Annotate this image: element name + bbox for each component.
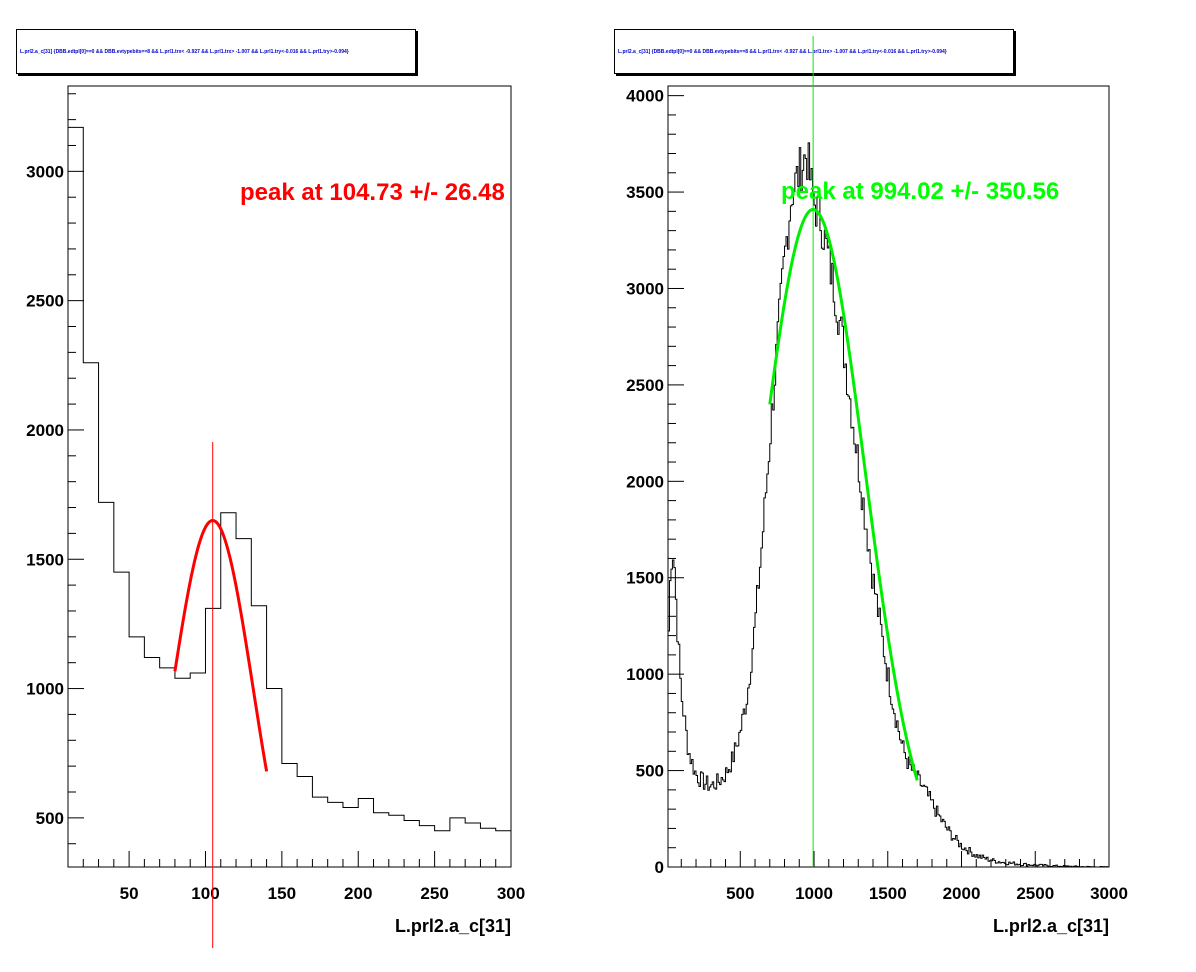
y-tick-label: 4000 [626,87,664,106]
y-tick-label: 1500 [26,550,64,569]
x-tick-label: 150 [268,884,296,903]
x-tick-label: 2500 [1016,884,1054,903]
y-tick-label: 1500 [626,569,664,588]
histogram-line [67,126,511,867]
x-tick-label: 250 [420,884,448,903]
gaussian-fit-curve [768,208,919,781]
y-tick-label: 1000 [26,680,64,699]
left-histogram-chart: 50 100 150 200 250 300 500 1000 1500 2000 2500 3000… [26,85,525,948]
x-tick-label: 1000 [795,884,833,903]
x-tick-label: 50 [120,884,139,903]
histogram-line [667,142,1109,868]
x-tick-label: 500 [726,884,754,903]
y-tick-label: 2000 [626,472,664,491]
x-tick-label: 200 [344,884,372,903]
peak-annotation: peak at 104.73 +/- 26.48 [240,179,505,206]
right-histogram-title: L.prl2.a_c[31] {DBB.edtpl[0]==0 && DBB.e… [614,29,1014,74]
x-tick-label: 300 [497,884,525,903]
plot-frame [667,85,1110,868]
right-pad: L.prl2.a_c[31] {DBB.edtpl[0]==0 && DBB.e… [598,0,1196,972]
y-tick-label: 2000 [26,421,64,440]
y-tick-label: 0 [655,858,664,877]
right-histogram-chart: 500 1000 1500 2000 2500 3000 0 500 1000 1500 2000 2… [626,36,1128,936]
x-tick-label: 3000 [1090,884,1128,903]
y-tick-label: 500 [636,762,664,781]
peak-annotation: peak at 994.02 +/- 350.56 [781,178,1059,205]
y-tick-label: 2500 [26,292,64,311]
y-tick-label: 3500 [626,183,664,202]
x-tick-label: 1500 [869,884,907,903]
gaussian-fit-curve [173,518,269,772]
x-tick-label: 2000 [943,884,981,903]
y-tick-label: 2500 [626,376,664,395]
x-tick-label: 100 [191,884,219,903]
y-tick-label: 3000 [26,162,64,181]
left-pad: L.prl2.a_c[31] {DBB.edtpl[0]==0 && DBB.e… [16,29,525,948]
y-tick-label: 500 [36,809,64,828]
x-axis-title: L.prl2.a_c[31] [993,916,1109,936]
left-histogram-title: L.prl2.a_c[31] {DBB.edtpl[0]==0 && DBB.e… [16,29,416,74]
y-tick-label: 1000 [626,665,664,684]
y-tick-label: 3000 [626,279,664,298]
x-axis-title: L.prl2.a_c[31] [395,916,511,936]
